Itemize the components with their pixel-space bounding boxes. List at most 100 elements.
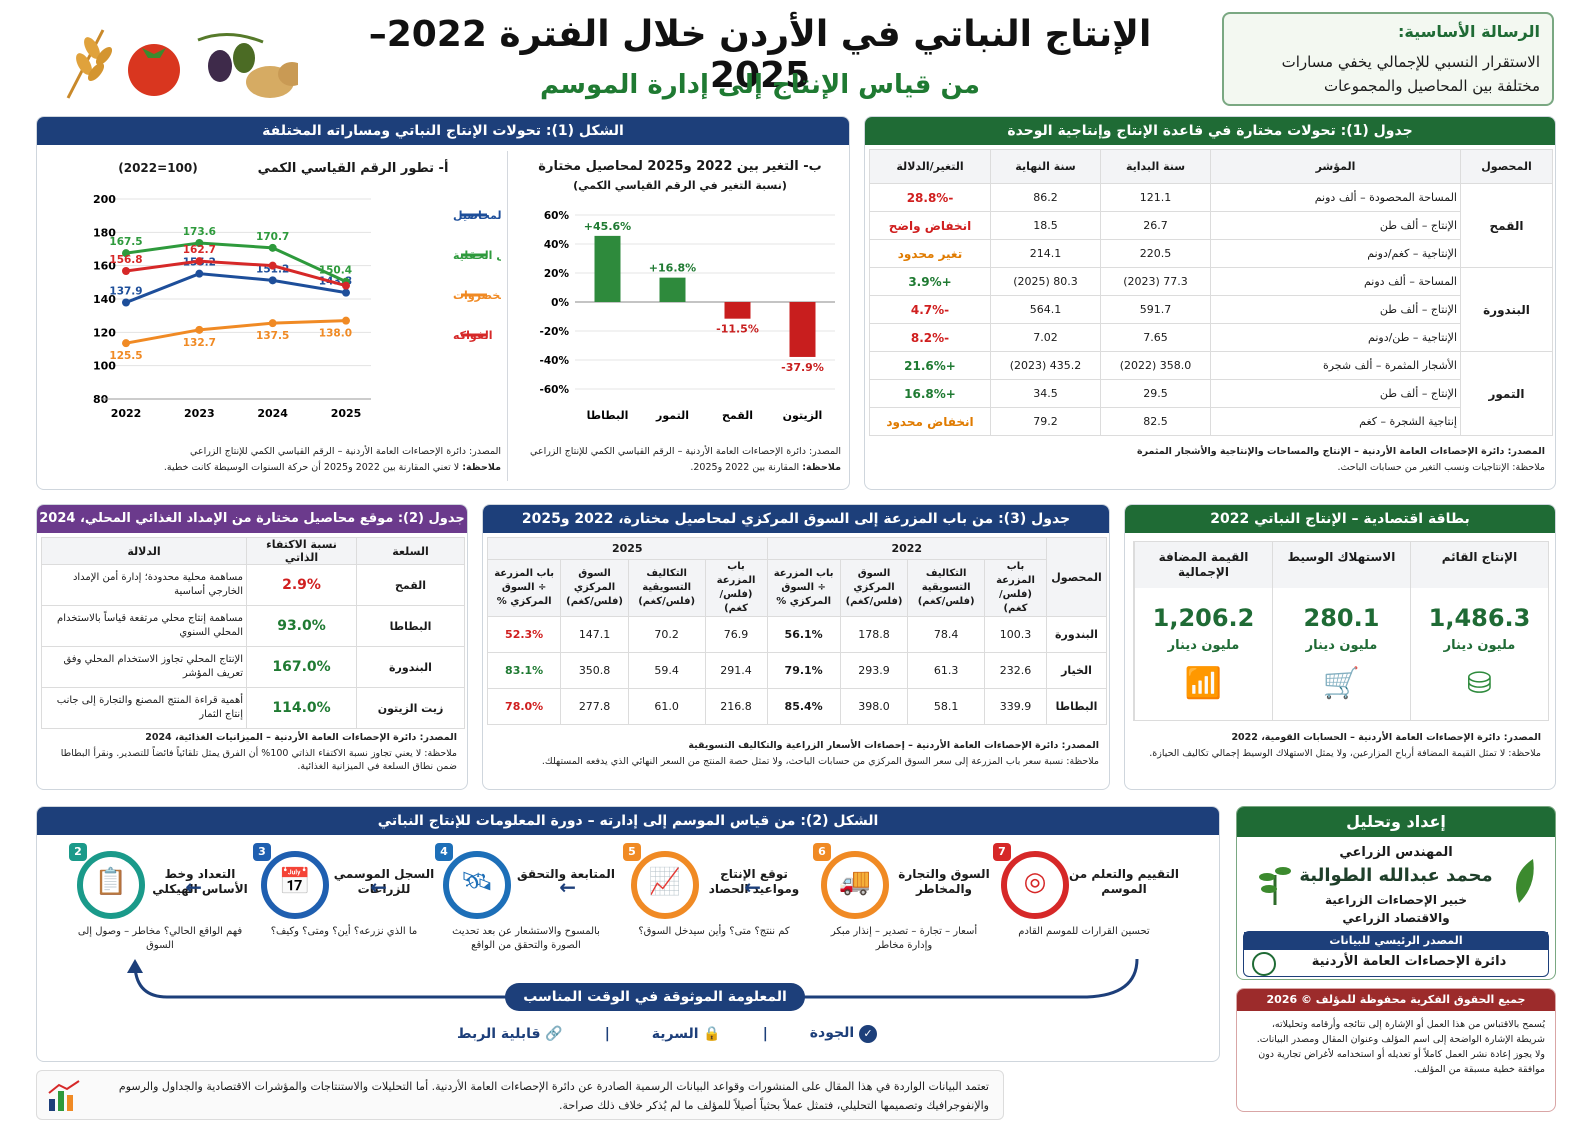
table-2-note: ملاحظة: لا يعني تجاوز نسبة الاكتفاء الذا… (60, 748, 457, 772)
bar-label: +16.8% (649, 262, 696, 275)
indicator-cell: المساحة المحصودة – ألف دونم (1210, 183, 1461, 212)
value-2025-cell: 147.1 (560, 616, 629, 653)
lock-icon: 🔒 (703, 1026, 721, 1042)
table-row: الإنتاج – ألف طن 29.5 34.5 +16.8% (869, 379, 1553, 408)
table-2-header: الدلالة (41, 537, 247, 565)
value-2022-cell: 85.4% (766, 688, 841, 725)
start-cell: 220.5 (1100, 239, 1211, 268)
value-2025-cell: 52.3% (486, 616, 562, 653)
figure-divider (507, 151, 508, 481)
y-tick-label: -20% (540, 326, 570, 338)
bar-label: -11.5% (716, 323, 759, 336)
data-label: 138.0 (319, 328, 352, 340)
chart-a-base: (2022=100) (118, 161, 198, 175)
card-label: الاستهلاك الوسيط (1273, 542, 1410, 588)
value-2025-cell: 277.8 (560, 688, 629, 725)
bar (594, 235, 621, 302)
table-3-sub-header: السوق المركزي (فلس/كغم) (560, 559, 629, 617)
value-2025-cell: 61.0 (627, 688, 706, 725)
table-3-sub-header: باب المزرعة (فلس/كغم) (983, 559, 1048, 617)
step-number: 5 (623, 843, 641, 861)
step-description: تحسين القرارات للموسم القادم (1018, 926, 1150, 937)
chart-b-subtitle: (نسبة التغير في الرقم القياسي الكمي) (573, 179, 787, 192)
x-tick-label: 2025 (331, 407, 362, 420)
value-2022-cell: 100.3 (983, 616, 1048, 653)
chart-b-note-text: المقارنة بين 2022 و2025. (690, 462, 800, 473)
indicator-cell: الإنتاج – ألف طن (1210, 379, 1461, 408)
data-point (268, 261, 277, 270)
step-number: 3 (253, 843, 271, 861)
value-2022-cell: 78.4 (907, 616, 985, 653)
start-cell: 29.5 (1100, 379, 1211, 408)
data-point (195, 269, 204, 278)
indicator-cell: الإنتاجية – كغم/دونم (1210, 239, 1461, 268)
dos-logo-icon (1252, 952, 1276, 976)
value-2022-cell: 293.9 (839, 652, 909, 689)
separator: | (604, 1026, 610, 1042)
plant-icon (1255, 855, 1295, 905)
y-tick-label: 60% (544, 210, 570, 222)
quality-label: الجودة (809, 1025, 855, 1041)
leaf-icon (1499, 855, 1539, 905)
chart-a-note-text: لا تعني المقارنة بين 2022 و2025 أن حركة … (163, 462, 460, 473)
step-number: 4 (435, 843, 453, 861)
economic-card-panel: بطاقة اقتصادية – الإنتاج النباتي 2022 ال… (1124, 504, 1556, 790)
table-3-note: ملاحظة: نسبة سعر باب المزرعة إلى سعر الس… (541, 756, 1099, 767)
data-point (268, 276, 277, 285)
wheat-icon (66, 29, 113, 99)
indicator-cell: الإنتاج – ألف طن (1210, 211, 1461, 240)
quality-accuracy: ✓ الجودة (810, 1025, 877, 1043)
change-cell: +3.9% (869, 267, 991, 296)
link-icon: 🔗 (545, 1026, 563, 1042)
ratio-cell: 93.0% (246, 605, 357, 647)
data-point (122, 267, 130, 275)
crop-label: القمح (1489, 218, 1524, 233)
table-3-year-header: 2022 (766, 537, 1048, 560)
chart-a-note: ملاحظة: لا تعني المقارنة بين 2022 و2025 … (45, 461, 501, 474)
author-spec: خبير الإحصاءات الزراعية والاقتصاد الزراع… (1324, 893, 1468, 925)
page-title: الإنتاج النباتي في الأردن خلال الفترة 20… (368, 14, 1152, 96)
start-cell: 7.65 (1100, 323, 1211, 352)
step-description: فهم الواقع الحالي؟ مخاطر – وصول إلى السو… (77, 926, 243, 951)
step-circle: 📈 (631, 851, 699, 919)
economic-card-title: بطاقة اقتصادية – الإنتاج النباتي 2022 (1125, 505, 1555, 533)
category-label: الزيتون (783, 409, 823, 422)
step-circle: 📋 (77, 851, 145, 919)
tomato-icon (128, 44, 180, 96)
step-title: المتابعة والتحقق (517, 867, 615, 881)
separator: | (762, 1026, 768, 1042)
value-2022-cell: 339.9 (983, 688, 1048, 725)
table-2-source: المصدر: دائرة الإحصاءات العامة الأردنية … (145, 732, 457, 743)
meaning-cell: الإنتاج المحلي تجاوز الاستخدام المحلي وف… (41, 646, 247, 688)
arrow-left-icon: ← (370, 875, 387, 899)
data-point (268, 243, 277, 252)
x-tick-label: 2024 (257, 407, 288, 420)
table-2-panel: جدول (2): موقع محاصيل مختارة من الإمداد … (36, 504, 468, 790)
key-message-box: الرسالة الأساسية: الاستقرار النسبي للإجم… (1222, 12, 1554, 106)
table-3-sub-header: التكاليف التسويقية (فلس/كغم) (907, 559, 985, 617)
chart-icon (47, 1079, 81, 1113)
step-title: التقييم والتعلم من الموسم (1068, 867, 1179, 896)
table-1-title: جدول (1): تحولات مختارة في قاعدة الإنتاج… (865, 117, 1555, 145)
change-cell: انخفاض محدود (869, 407, 991, 436)
data-point (268, 319, 277, 328)
table-1-header: المؤشر (1210, 149, 1461, 184)
step-description: بالمسوح والاستشعار عن بعد تحديث الصورة و… (452, 926, 600, 951)
crop-cell: البطاطا (1046, 688, 1107, 725)
step-title: توقع الإنتاج ومواعيد الحصاد (708, 867, 800, 896)
economic-card-source: المصدر: دائرة الإحصاءات العامة الأردنية … (1231, 732, 1541, 743)
card-value: 280.1 (1303, 604, 1380, 632)
data-label: 132.7 (183, 337, 216, 349)
economic-card: الاستهلاك الوسيط 280.1 مليون دينار 🛒 (1272, 542, 1410, 720)
meaning-cell: مساهمة إنتاج محلي مرتفعة قياساً بالاستخد… (41, 605, 247, 647)
table-3-sub-header: باب المزرعة ÷ السوق المركزي % (486, 559, 562, 617)
indicator-cell: الأشجار المثمرة – ألف شجرة (1210, 351, 1461, 380)
indicator-cell: المساحة – ألف دونم (1210, 267, 1461, 296)
figure-2-title: الشكل (2): من قياس الموسم إلى إدارته – د… (37, 807, 1219, 835)
card-unit: مليون دينار (1167, 638, 1240, 653)
quality-label: قابلية الربط (457, 1026, 541, 1042)
bar (724, 302, 751, 319)
target-icon: ◎ (1023, 867, 1047, 897)
end-cell: 214.1 (990, 239, 1101, 268)
author-title: إعداد وتحليل (1237, 807, 1555, 837)
